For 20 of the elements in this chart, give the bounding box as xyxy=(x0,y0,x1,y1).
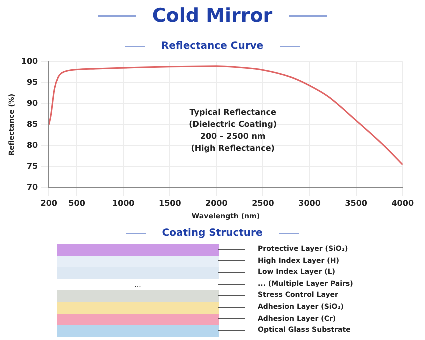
y-tick-label: 90 xyxy=(26,98,39,108)
y-tick-label: 70 xyxy=(26,183,39,192)
x-tick-label: 2500 xyxy=(252,198,275,208)
chart-subtitle: Reflectance Curve xyxy=(161,41,264,52)
x-tick-label: 1500 xyxy=(158,198,182,208)
y-tick-label: 80 xyxy=(26,141,39,150)
x-tick-label: 4000 xyxy=(392,198,414,208)
text: Coating Structure xyxy=(162,228,263,239)
chart-title: Cold Mirror xyxy=(152,5,273,27)
x-tick-label: 500 xyxy=(68,198,86,208)
x-tick-label: 2000 xyxy=(206,198,228,208)
x-tick-label: 1000 xyxy=(112,198,136,208)
y-tick-label: 75 xyxy=(26,162,39,172)
annotation: Typical Reflectance (Dielectric Coating) 200 – 2500 nm (High Reflectance) xyxy=(189,108,277,153)
x-tick-label: 3000 xyxy=(298,198,322,208)
y-tick-label: 100 xyxy=(21,56,39,66)
y-tick-label: 85 xyxy=(26,120,39,129)
x-tick-label: 200 xyxy=(40,198,58,208)
y-tick-label: 95 xyxy=(26,78,39,87)
x-tick-label: 3500 xyxy=(345,198,368,208)
